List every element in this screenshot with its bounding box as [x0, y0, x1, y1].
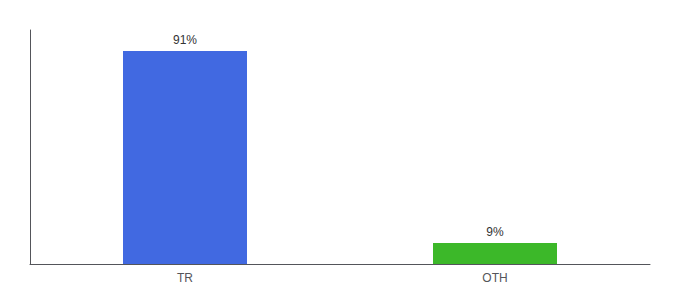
svg-text:9%: 9%: [486, 225, 504, 239]
svg-text:OTH: OTH: [482, 271, 507, 285]
svg-text:91%: 91%: [173, 33, 197, 47]
svg-text:TR: TR: [177, 271, 193, 285]
